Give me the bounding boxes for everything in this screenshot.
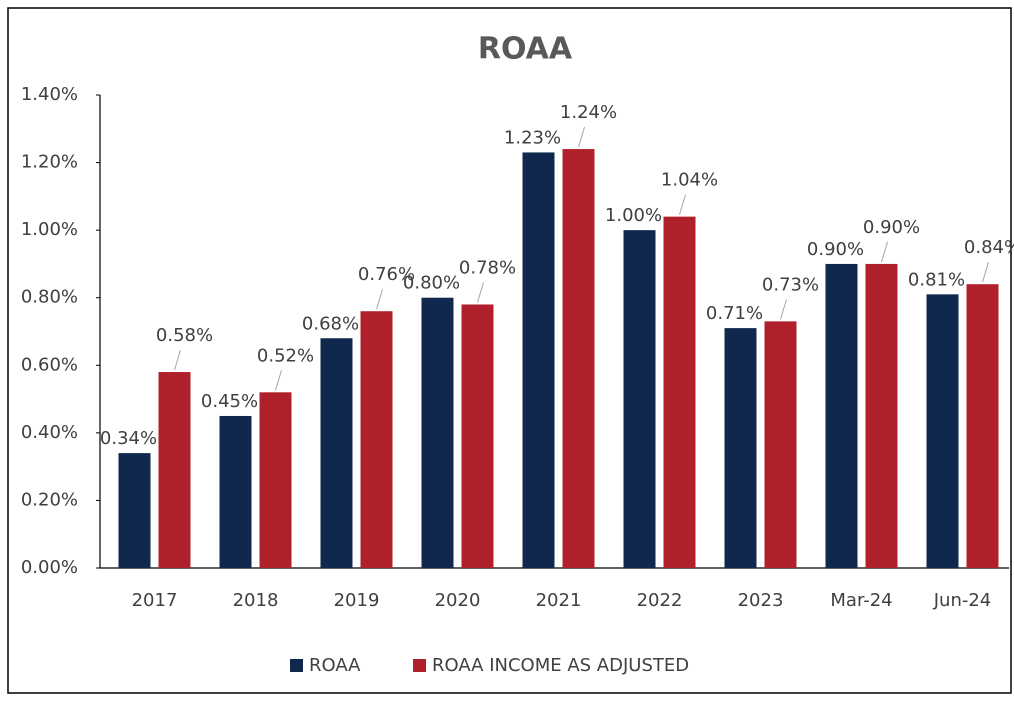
y-tick-label: 0.20% bbox=[21, 489, 78, 510]
value-label: 1.23% bbox=[504, 127, 561, 148]
legend-swatch bbox=[290, 659, 303, 672]
y-tick-label: 0.40% bbox=[21, 422, 78, 443]
x-tick-label: 2020 bbox=[435, 590, 481, 611]
value-label: 0.71% bbox=[706, 303, 763, 324]
bar bbox=[259, 392, 292, 568]
y-tick-label: 0.80% bbox=[21, 287, 78, 308]
x-tick-label: 2022 bbox=[637, 590, 683, 611]
bar bbox=[663, 216, 696, 568]
bar bbox=[219, 415, 252, 568]
bar bbox=[118, 453, 151, 568]
y-tick-label: 1.00% bbox=[21, 219, 78, 240]
x-tick-label: 2023 bbox=[738, 590, 784, 611]
leader-line bbox=[477, 282, 484, 303]
bar bbox=[562, 149, 595, 569]
value-label: 0.81% bbox=[908, 269, 965, 290]
leader-line bbox=[679, 194, 686, 215]
x-tick-label: 2018 bbox=[233, 590, 279, 611]
value-label: 0.78% bbox=[459, 257, 516, 278]
legend-label: ROAA INCOME AS ADJUSTED bbox=[432, 655, 689, 676]
value-label: 0.58% bbox=[156, 325, 213, 346]
bar bbox=[724, 328, 757, 568]
bar bbox=[158, 372, 191, 568]
value-label: 0.73% bbox=[762, 274, 819, 295]
bar bbox=[966, 284, 999, 568]
leader-line bbox=[275, 370, 282, 391]
leader-line bbox=[780, 299, 787, 320]
x-tick-label: 2019 bbox=[334, 590, 380, 611]
legend-label: ROAA bbox=[309, 655, 361, 676]
legend-swatch bbox=[413, 659, 426, 672]
bar bbox=[865, 263, 898, 568]
bar bbox=[522, 152, 555, 568]
x-tick-label: Jun-24 bbox=[933, 590, 992, 611]
bar bbox=[421, 297, 454, 568]
bar bbox=[926, 294, 959, 568]
chart-title: ROAA bbox=[478, 32, 573, 67]
y-tick-label: 0.00% bbox=[21, 557, 78, 578]
value-label: 1.00% bbox=[605, 205, 662, 226]
value-label: 0.34% bbox=[100, 428, 157, 449]
value-label: 0.90% bbox=[807, 239, 864, 260]
y-tick-label: 1.20% bbox=[21, 152, 78, 173]
value-label: 0.68% bbox=[302, 313, 359, 334]
x-tick-label: 2021 bbox=[536, 590, 582, 611]
bar bbox=[461, 304, 494, 568]
value-label: 0.80% bbox=[403, 273, 460, 294]
bar bbox=[360, 311, 393, 568]
value-label: 0.52% bbox=[257, 345, 314, 366]
bar bbox=[320, 338, 353, 568]
value-label: 0.90% bbox=[863, 217, 920, 238]
bar bbox=[825, 263, 858, 568]
value-label: 0.45% bbox=[201, 391, 258, 412]
leader-line bbox=[881, 241, 888, 263]
y-tick-label: 1.40% bbox=[21, 84, 78, 105]
leader-line bbox=[174, 349, 181, 371]
value-label: 0.76% bbox=[358, 264, 415, 285]
y-tick-label: 0.60% bbox=[21, 354, 78, 375]
leader-line bbox=[578, 126, 585, 148]
leader-line bbox=[376, 289, 383, 310]
value-label: 0.84% bbox=[964, 237, 1014, 258]
bar bbox=[764, 321, 797, 568]
leader-line bbox=[982, 262, 989, 283]
value-label: 1.24% bbox=[560, 102, 617, 123]
bar bbox=[623, 230, 656, 568]
x-tick-label: Mar-24 bbox=[830, 590, 892, 611]
x-tick-label: 2017 bbox=[132, 590, 178, 611]
value-label: 1.04% bbox=[661, 170, 718, 191]
